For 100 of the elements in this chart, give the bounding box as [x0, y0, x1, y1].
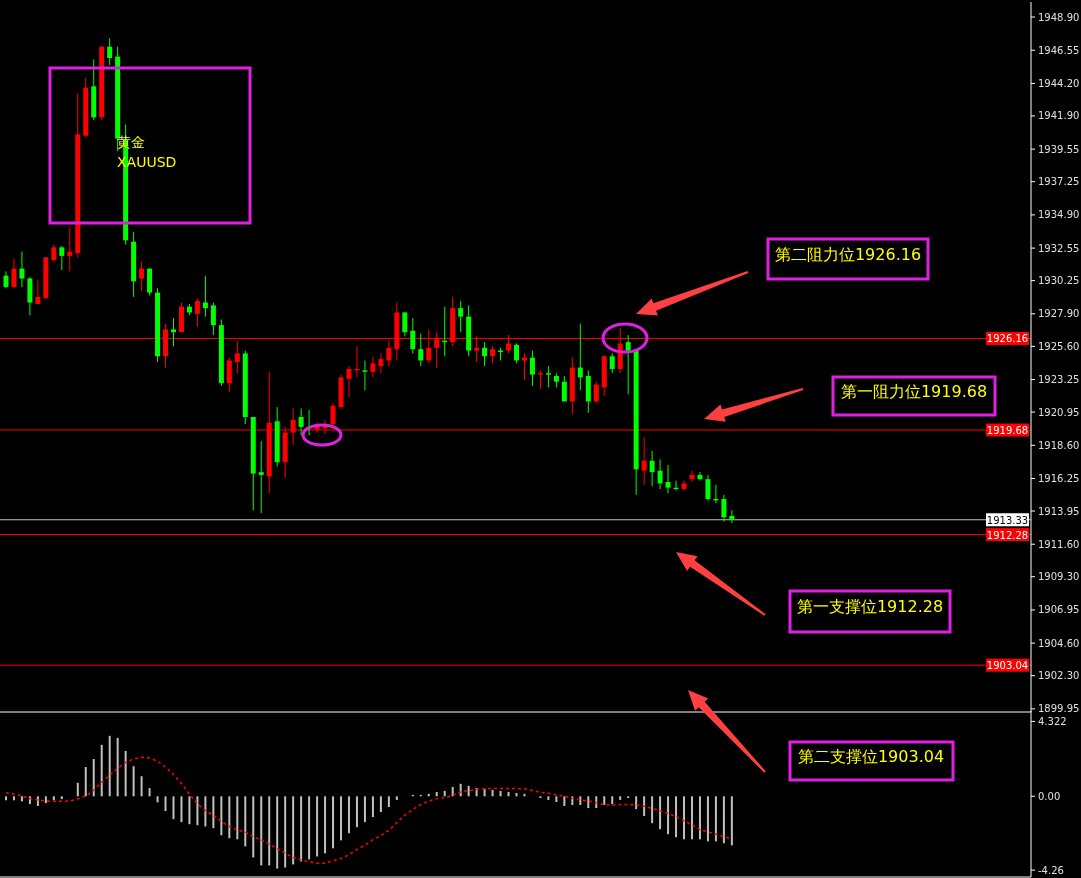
candlestick — [234, 340, 240, 374]
y-tick-label: 4.322 — [1038, 715, 1067, 727]
y-tick-label: 1932.55 — [1038, 242, 1080, 254]
bar — [363, 796, 366, 823]
bar — [324, 796, 327, 854]
bar — [20, 796, 23, 802]
candlestick — [378, 352, 384, 374]
bar — [4, 796, 7, 801]
ref-line-label: 1926.16 — [986, 333, 1029, 345]
bar — [140, 776, 143, 797]
candlestick — [458, 300, 464, 333]
candlestick — [721, 494, 727, 523]
candlestick — [545, 365, 551, 388]
y-tick-label: 1911.60 — [1038, 538, 1080, 550]
y-tick-label: 1937.25 — [1038, 176, 1080, 188]
y-tick-label: 1939.55 — [1038, 143, 1080, 155]
bar — [722, 796, 725, 844]
candlestick — [697, 471, 703, 482]
bar — [44, 796, 47, 804]
candlestick — [482, 341, 488, 367]
bar — [651, 796, 654, 824]
candlestick — [657, 458, 663, 490]
bar — [547, 796, 550, 800]
y-tick-label: 1944.20 — [1038, 77, 1080, 89]
candlestick — [59, 245, 65, 271]
bar — [347, 796, 350, 834]
candlestick — [139, 261, 145, 292]
bar — [180, 796, 183, 823]
bar — [36, 796, 39, 806]
bar — [52, 796, 55, 801]
candlestick — [362, 359, 368, 391]
bar — [491, 789, 494, 797]
bar — [619, 796, 622, 800]
candlestick — [11, 258, 17, 289]
bar — [188, 796, 191, 825]
bar — [12, 796, 15, 801]
candlestick — [330, 402, 336, 426]
y-tick-label: 1920.95 — [1038, 406, 1080, 418]
candlestick — [609, 352, 615, 374]
candlestick — [561, 375, 567, 402]
candlestick — [729, 509, 735, 524]
candlestick — [210, 302, 216, 336]
bar — [156, 796, 159, 803]
y-tick-label: 1902.30 — [1038, 670, 1080, 682]
bar — [683, 796, 686, 840]
bar — [92, 759, 95, 797]
y-tick-label: 1948.90 — [1038, 11, 1080, 23]
bar — [260, 796, 263, 866]
candlestick — [625, 334, 631, 395]
y-tick-label: 1934.90 — [1038, 209, 1080, 221]
bar — [268, 796, 271, 866]
candlestick — [402, 311, 408, 337]
y-tick-label: 1946.55 — [1038, 44, 1080, 56]
bar — [164, 796, 167, 812]
y-tick-label: 1913.95 — [1038, 505, 1080, 517]
candlestick — [689, 470, 695, 483]
y-tick-label: -4.26 — [1038, 864, 1064, 876]
bar — [236, 796, 239, 840]
candlestick — [171, 317, 176, 347]
ref-line-label: 1919.68 — [986, 425, 1029, 437]
bar — [116, 737, 119, 797]
y-tick-label: 1930.25 — [1038, 275, 1080, 287]
bar — [244, 796, 247, 847]
bar — [308, 796, 311, 860]
bar — [212, 796, 215, 829]
ref-line-label: 1913.33 — [986, 514, 1029, 526]
ref-line-label: 1912.28 — [986, 529, 1029, 541]
bar — [635, 796, 638, 810]
bar — [220, 796, 223, 836]
y-tick-label: 1918.60 — [1038, 439, 1080, 451]
candlestick — [418, 333, 424, 367]
bar — [84, 767, 87, 797]
bar — [196, 796, 199, 826]
y-tick-label: 1904.60 — [1038, 637, 1080, 649]
bar — [332, 796, 335, 849]
bar — [690, 796, 693, 840]
bar — [132, 766, 135, 797]
y-tick-label: 1941.90 — [1038, 110, 1080, 122]
bar — [371, 796, 374, 818]
candlestick — [705, 474, 711, 501]
candlestick — [346, 365, 352, 398]
candlestick — [19, 251, 25, 288]
bar — [379, 796, 382, 813]
bar — [706, 796, 709, 842]
annotation: 第二阻力位1926.16 — [774, 245, 922, 264]
bar — [698, 796, 701, 840]
annotation: 第一支撑位1912.28 — [796, 597, 944, 616]
candlestick — [665, 464, 671, 494]
y-tick-label: 1906.95 — [1038, 604, 1080, 616]
ref-line-label: 1903.04 — [986, 660, 1029, 672]
y-tick-label: 0.00 — [1038, 790, 1061, 802]
bar — [499, 790, 502, 797]
y-tick-label: 1909.30 — [1038, 571, 1080, 583]
bar — [108, 735, 111, 797]
y-tick-label: 1916.25 — [1038, 472, 1080, 484]
candlestick — [194, 297, 200, 328]
candlestick — [514, 343, 519, 364]
y-tick-label: 1899.95 — [1038, 703, 1080, 715]
bar — [555, 796, 558, 803]
bar — [603, 796, 606, 805]
